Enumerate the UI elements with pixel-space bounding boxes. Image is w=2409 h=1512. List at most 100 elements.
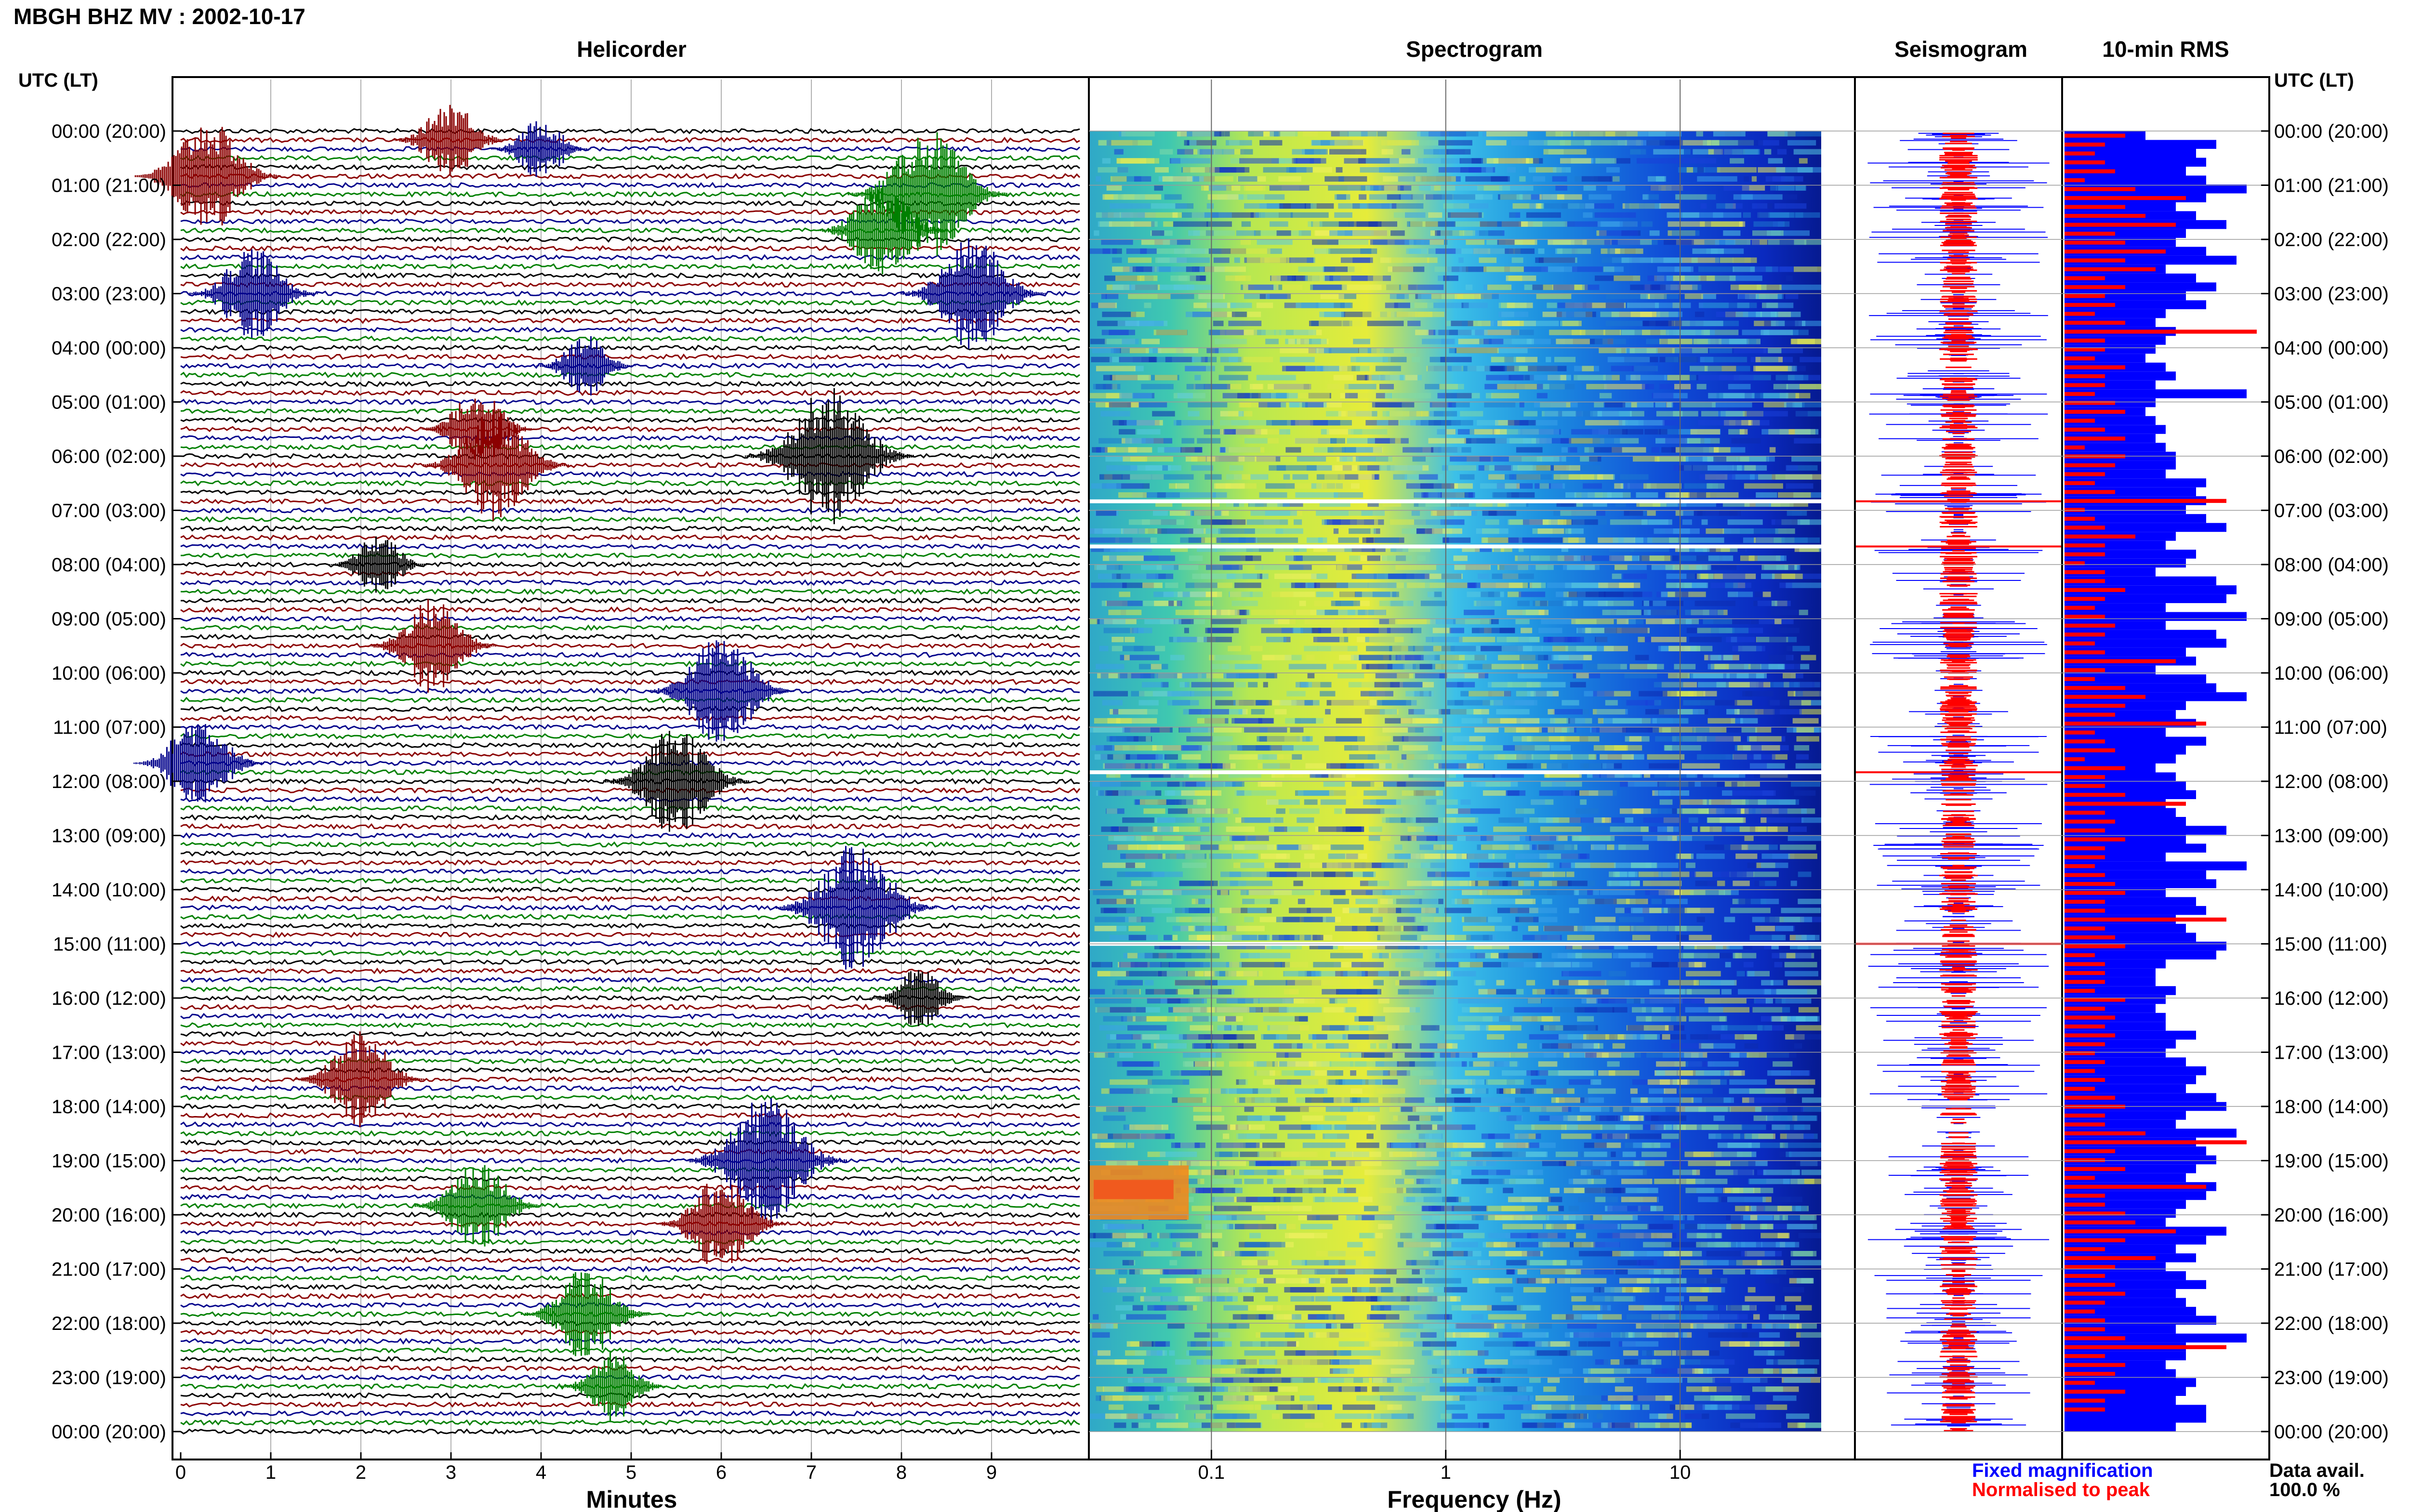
spectrogram-cell (1334, 212, 1352, 218)
spectrogram-cell (1440, 384, 1464, 390)
helicorder-trace (180, 236, 1080, 243)
spectrogram-cell (1320, 799, 1346, 805)
spectrogram-cell (1453, 555, 1468, 561)
spectrogram-cell (1498, 953, 1538, 959)
spectrogram-cell (1582, 944, 1614, 949)
spectrogram-cell (1237, 456, 1276, 462)
spectrogram-cell (1548, 709, 1555, 715)
spectrogram-cell (1197, 1179, 1204, 1184)
spectrogram-cell (1642, 329, 1669, 335)
spectrogram-cell (1385, 718, 1413, 724)
spectrogram-cell (1421, 917, 1452, 922)
spectrogram-cell (1187, 971, 1215, 977)
helicorder-trace (180, 787, 1081, 794)
spectrogram-cell (1259, 492, 1287, 498)
spectrogram-cell (1241, 356, 1273, 363)
spectrogram-cell (1393, 1143, 1411, 1148)
spectrogram-cell (1324, 609, 1338, 616)
spectrogram-cell (1260, 1206, 1293, 1211)
spectrogram-cell (1106, 185, 1122, 191)
spectrogram-cell (1289, 907, 1311, 913)
spectrogram-cell (1270, 221, 1288, 227)
spectrogram-cell (1790, 881, 1797, 886)
spectrogram-cell (1431, 881, 1475, 886)
spectrogram-cell (1717, 167, 1757, 173)
spectrogram-cell (1385, 890, 1415, 895)
spectrogram-cell (1280, 131, 1298, 137)
spectrogram-cell (1325, 1115, 1368, 1121)
spectrogram-cell (1289, 934, 1333, 941)
spectrogram-cell (1543, 149, 1587, 155)
spectrogram-cell (1562, 320, 1582, 327)
spectrogram-cell (1422, 1206, 1437, 1211)
spectrogram-cell (1138, 700, 1159, 706)
spectrogram-cell (1801, 808, 1807, 814)
spectrogram-cell (1549, 384, 1575, 390)
spectrogram-cell (1126, 907, 1134, 913)
spectrogram-cell (1624, 483, 1647, 489)
spectrogram-cell (1372, 375, 1405, 381)
spectrogram-cell (1646, 1007, 1652, 1013)
spectrogram-cell (1613, 898, 1630, 905)
spectrogram-cell (1228, 1025, 1258, 1031)
spectrogram-cell (1257, 781, 1283, 787)
spectrogram-cell (1668, 907, 1687, 913)
spectrogram-cell (1651, 609, 1678, 616)
spectrogram-cell (1296, 302, 1334, 308)
time-axis-label-left: UTC (LT) (18, 70, 98, 91)
spectrogram-cell (1350, 483, 1360, 489)
spectrogram-cell (1443, 537, 1471, 543)
spectrogram-cell (1757, 212, 1770, 218)
spectrogram-cell (1535, 420, 1558, 426)
spectrogram-cell (1526, 212, 1561, 218)
spectrogram-cell (1570, 718, 1585, 724)
spectrogram-cell (1324, 176, 1367, 182)
spectrogram-cell (1476, 501, 1509, 507)
spectrogram-cell (1795, 934, 1815, 941)
spectrogram-cell (1576, 673, 1589, 679)
helicorder-trace (180, 1284, 1080, 1290)
spectrogram-cell (1411, 854, 1444, 859)
spectrogram-cell (1538, 817, 1553, 823)
spectrogram-cell (1733, 953, 1757, 959)
spectrogram-cell (1605, 1034, 1624, 1040)
spectrogram-cell (1712, 402, 1752, 408)
spectrogram-cell (1406, 582, 1425, 588)
spectrogram-cell (1654, 772, 1680, 778)
spectrogram-cell (1724, 1025, 1763, 1031)
spectrogram-cell (1612, 573, 1622, 579)
spectrogram-cell (1627, 1133, 1662, 1139)
spectrogram-cell (1674, 1061, 1702, 1067)
spectrogram-cell (1334, 492, 1363, 498)
spectrogram-cell (1654, 682, 1683, 688)
spectrogram-cell (1406, 483, 1434, 489)
spectrogram-cell (1514, 474, 1552, 480)
spectrogram-cell (1118, 790, 1155, 796)
spectrogram-cell (1731, 718, 1743, 724)
spectrogram-cell (1462, 546, 1480, 552)
spectrogram-cell (1116, 718, 1157, 724)
spectrogram-cell (1740, 555, 1755, 561)
spectrogram-cell (1235, 700, 1256, 706)
spectrogram-cell (1140, 248, 1157, 254)
spectrogram-cell (1632, 934, 1651, 941)
spectrogram-cell (1554, 356, 1576, 363)
spectrogram-cell (1360, 167, 1390, 173)
spectrogram-cell (1794, 1088, 1814, 1094)
spectrogram-cell (1612, 447, 1646, 453)
spectrogram-cell (1558, 1034, 1589, 1040)
spectrogram-cell (1722, 501, 1750, 507)
helicorder-trace (180, 1329, 1080, 1336)
spectrogram-cell (1566, 1160, 1576, 1166)
spectrogram-cell (1740, 718, 1758, 724)
spectrogram-cell (1458, 1151, 1483, 1157)
spectrogram-cell (1749, 808, 1761, 814)
spectrogram-cell (1109, 772, 1115, 778)
spectrogram-cell (1425, 1133, 1432, 1139)
spectrogram-cell (1259, 293, 1266, 299)
spectrogram-cell (1491, 393, 1519, 399)
helicorder-title: Helicorder (577, 37, 687, 62)
spectrogram-cell (1535, 167, 1562, 173)
helicorder-trace (180, 868, 1080, 875)
spectrogram-cell (1655, 1070, 1693, 1076)
